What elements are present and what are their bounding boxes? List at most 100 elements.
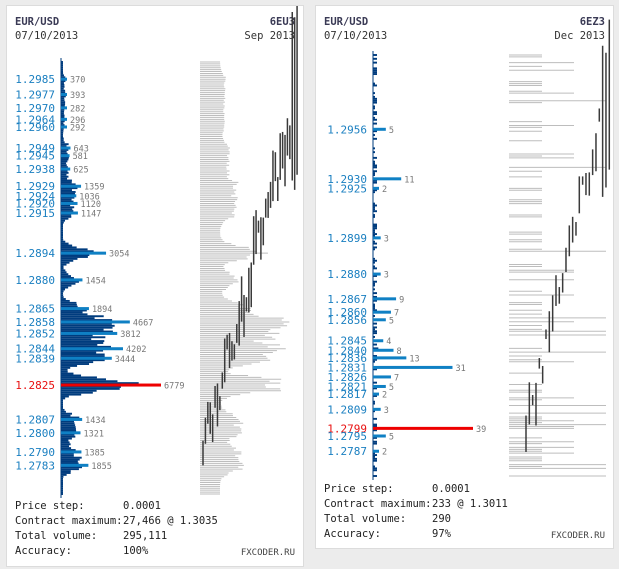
histogram-row [373, 267, 377, 270]
price-level-label: 1.2867 [327, 293, 367, 306]
histogram-row [61, 156, 69, 159]
histogram-row [373, 328, 375, 331]
volume-label: 39 [476, 425, 486, 435]
price-level-label: 1.2960 [15, 121, 55, 134]
histogram-row [61, 366, 71, 369]
stat-price-step: Price step: 0.0001 [324, 483, 470, 495]
histogram-row [61, 187, 78, 190]
histogram-row [61, 414, 71, 417]
histogram-row [61, 227, 63, 230]
price-level-label: 1.2852 [15, 327, 55, 340]
histogram-row [61, 447, 72, 450]
histogram-row [61, 87, 64, 90]
volume-label: 282 [70, 104, 85, 114]
histogram-row [373, 299, 377, 302]
histogram-row [61, 269, 66, 272]
histogram-row [61, 170, 68, 172]
histogram-row [373, 215, 375, 218]
brand-link[interactable]: FXCODER.RU [550, 531, 605, 541]
histogram-row [373, 113, 377, 116]
histogram-row [373, 57, 377, 60]
volume-label: 3054 [109, 250, 129, 260]
histogram-row [61, 422, 75, 425]
histogram-row [373, 423, 377, 426]
histogram-row [61, 108, 65, 111]
histogram-row [61, 103, 66, 106]
histogram-row [373, 326, 377, 329]
histogram-row [373, 82, 375, 85]
histogram-row [61, 468, 79, 471]
histogram-row [61, 336, 106, 339]
histogram-row [61, 263, 67, 266]
symbol-label: EUR/USD [324, 16, 369, 28]
level-bar [61, 184, 82, 188]
histogram-row [61, 225, 63, 228]
histogram-row [61, 391, 93, 394]
volume-label: 625 [73, 166, 88, 176]
histogram-row [61, 349, 104, 352]
histogram-row [373, 257, 375, 260]
histogram-row [61, 292, 63, 295]
histogram-row [373, 92, 375, 95]
histogram-row [61, 475, 64, 478]
price-level-label: 1.2977 [15, 88, 55, 101]
volume-label: 296 [70, 116, 85, 126]
histogram-row [61, 152, 68, 155]
histogram-row [61, 124, 65, 127]
histogram-row [373, 457, 377, 460]
histogram-row [61, 160, 68, 163]
price-level-label: 1.2790 [15, 446, 55, 459]
histogram-row [373, 355, 377, 357]
level-bar [61, 431, 81, 435]
histogram-row [61, 89, 66, 92]
price-level-label: 1.2836 [327, 352, 367, 365]
histogram-row [373, 288, 375, 291]
histogram-row [61, 244, 73, 247]
histogram-row [61, 183, 76, 186]
price-level-label: 1.2845 [327, 335, 367, 348]
histogram-row [61, 290, 64, 293]
histogram-row [61, 282, 76, 285]
histogram-row [373, 229, 375, 232]
date-label: 07/10/2013 [15, 30, 79, 42]
volume-label: 7 [394, 309, 399, 319]
histogram-row [61, 150, 67, 153]
histogram-row [61, 62, 63, 65]
histogram-row [61, 143, 69, 146]
histogram-row [373, 417, 377, 420]
histogram-row [61, 452, 74, 455]
volume-label: 3 [384, 234, 389, 244]
level-bar [61, 417, 83, 421]
histogram-row [61, 95, 66, 98]
histogram-row [61, 236, 63, 239]
histogram-row [61, 364, 78, 367]
level-bar [61, 201, 78, 205]
histogram-row [373, 134, 375, 136]
histogram-row [373, 455, 375, 458]
histogram-row [373, 99, 377, 102]
histogram-row [61, 234, 63, 237]
level-bar [61, 278, 83, 282]
level-bar [373, 318, 386, 322]
histogram-row [61, 64, 63, 67]
histogram-row [373, 442, 377, 445]
histogram-row [61, 386, 121, 388]
price-level-label: 1.2865 [15, 303, 55, 316]
volume-label: 11 [404, 175, 414, 185]
volume-label: 7 [394, 373, 399, 383]
volume-label: 5 [389, 432, 394, 442]
price-level-label: 1.2920 [15, 197, 55, 210]
volume-label: 1359 [84, 183, 104, 193]
histogram-row [373, 242, 377, 245]
volume-label: 1120 [81, 200, 101, 210]
brand-link[interactable]: FXCODER.RU [240, 548, 295, 558]
volume-label: 3 [384, 271, 389, 281]
histogram-row [373, 358, 377, 361]
histogram-row [61, 191, 76, 193]
volume-label: 1385 [84, 448, 104, 458]
histogram-row [61, 460, 78, 463]
volume-label: 2 [382, 448, 387, 458]
max-volume-bar [373, 426, 473, 430]
histogram-row [61, 309, 87, 312]
histogram-row [373, 452, 375, 455]
